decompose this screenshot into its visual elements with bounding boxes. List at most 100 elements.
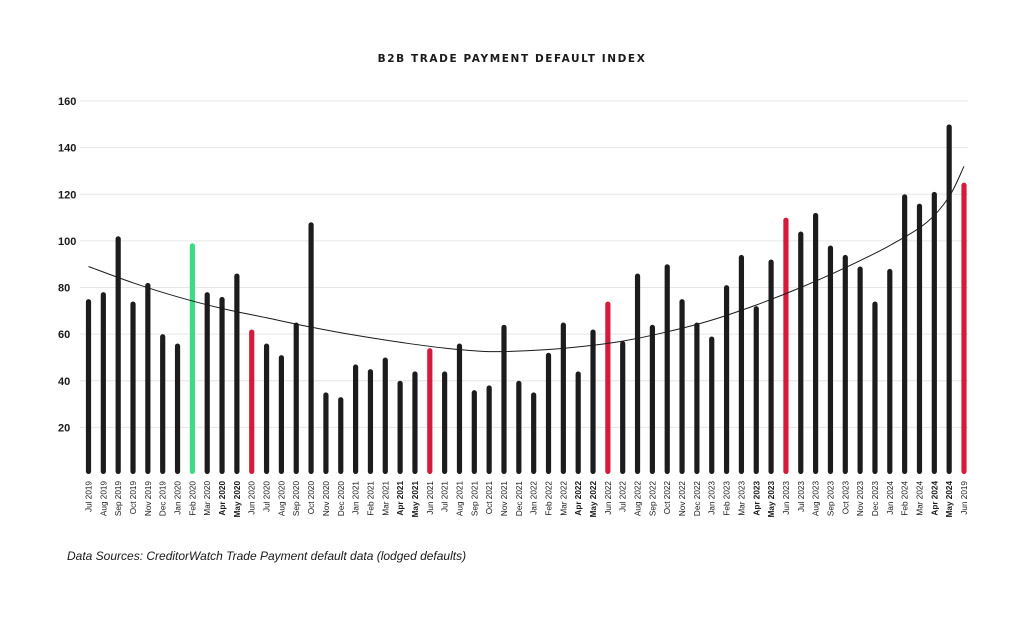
bar: [605, 301, 611, 474]
bar: [189, 243, 195, 474]
y-tick-label: 60: [58, 329, 70, 341]
bar: [753, 306, 759, 474]
bar: [249, 329, 255, 474]
bar: [902, 194, 908, 474]
bar: [946, 124, 952, 474]
x-tick-label: Jul 2022: [619, 481, 628, 512]
x-tick-label: Apr 2020: [218, 481, 227, 516]
x-tick-label: Jan 2024: [886, 481, 895, 515]
bar: [887, 268, 893, 474]
bar: [620, 341, 626, 474]
x-tick-label: Nov 2023: [856, 481, 865, 516]
x-tick-label: Jul 2021: [441, 481, 450, 512]
bar: [694, 322, 700, 474]
bar: [813, 212, 819, 474]
bar: [219, 296, 225, 474]
bar: [160, 334, 166, 474]
bar: [100, 292, 106, 474]
x-tick-label: Jul 2019: [85, 481, 94, 512]
bar: [516, 380, 522, 474]
x-tick-label: May 2022: [589, 481, 598, 518]
x-tick-label: Mar 2023: [737, 481, 746, 516]
bar: [115, 236, 121, 474]
bar: [738, 254, 745, 474]
x-tick-label: Apr 2022: [574, 481, 583, 516]
chart-title: B2B TRADE PAYMENT DEFAULT INDEX: [377, 53, 647, 65]
bar: [501, 324, 507, 474]
x-tick-label: Jan 2021: [352, 481, 361, 515]
x-tick-label: May 2020: [233, 481, 242, 518]
trend-line: [88, 166, 965, 353]
x-tick-label: May 2023: [767, 481, 776, 518]
x-tick-label: Jun 2020: [248, 481, 257, 515]
bar: [367, 369, 374, 474]
x-tick-label: Nov 2019: [144, 481, 153, 516]
x-tick-label: Dec 2021: [515, 481, 524, 516]
bar: [427, 348, 433, 474]
y-tick-label: 40: [58, 376, 70, 388]
bar: [709, 336, 715, 474]
bar: [560, 322, 566, 474]
x-tick-label: Dec 2019: [159, 481, 168, 516]
grid-lines: [80, 100, 968, 428]
bar: [649, 324, 655, 474]
x-tick-label: Apr 2021: [396, 481, 405, 516]
x-tick-label: Sep 2021: [470, 481, 479, 517]
bar: [471, 390, 477, 474]
x-tick-label: Feb 2020: [188, 481, 197, 516]
bar: [234, 273, 240, 474]
x-tick-label: Nov 2020: [322, 481, 331, 516]
bar: [872, 301, 878, 474]
bar: [575, 371, 581, 474]
x-tick-label: Jan 2020: [174, 481, 183, 515]
bar: [130, 301, 136, 474]
x-tick-label: Feb 2021: [366, 481, 375, 516]
x-tick-label: Jun 2023: [782, 481, 791, 515]
bars: [85, 124, 967, 474]
x-tick-label: Feb 2024: [901, 481, 910, 516]
y-tick-label: 20: [58, 422, 70, 434]
bar: [798, 231, 804, 474]
bar: [338, 397, 344, 474]
x-tick-label: Apr 2023: [752, 481, 761, 516]
x-tick-label: May 2024: [945, 481, 954, 518]
x-tick-label: Mar 2021: [381, 481, 390, 516]
bar: [308, 222, 314, 474]
x-tick-label: Apr 2024: [930, 481, 939, 516]
y-tick-label: 160: [58, 96, 76, 108]
bar: [353, 364, 359, 474]
trend-curve: [88, 166, 965, 353]
bar: [768, 259, 774, 474]
bar: [145, 282, 151, 474]
x-tick-label: Jul 2023: [797, 481, 806, 512]
x-tick-label: Oct 2020: [307, 481, 316, 515]
y-tick-label: 120: [58, 189, 76, 201]
x-tick-label: Sep 2019: [114, 481, 123, 517]
x-tick-label: Oct 2023: [841, 481, 850, 515]
bar: [263, 343, 270, 474]
bar: [531, 392, 537, 474]
bar: [382, 357, 388, 474]
x-tick-label: Sep 2023: [826, 481, 835, 517]
x-tick-label: Aug 2022: [634, 481, 643, 517]
x-tick-label: Sep 2022: [648, 481, 657, 517]
bar: [323, 392, 329, 474]
x-tick-label: Mar 2022: [559, 481, 568, 516]
x-tick-label: Feb 2023: [723, 481, 732, 516]
x-tick-label: Aug 2020: [277, 481, 286, 517]
bar: [961, 182, 967, 474]
x-axis-ticks: Jul 2019 Aug 2019 Sep 2019 Oct 2019 Nov 2019…: [85, 481, 970, 518]
x-tick-label: Aug 2019: [99, 481, 108, 517]
bar: [723, 285, 730, 474]
bar: [664, 264, 670, 474]
x-tick-label: Jul 2020: [263, 481, 272, 512]
x-tick-label: Oct 2021: [485, 481, 494, 515]
x-tick-label: May 2021: [411, 481, 420, 518]
bar: [590, 329, 596, 474]
x-tick-label: Sep 2020: [292, 481, 301, 517]
bar: [486, 385, 492, 474]
x-tick-label: Dec 2023: [871, 481, 880, 516]
y-tick-label: 100: [58, 236, 76, 248]
x-tick-label: Nov 2022: [678, 481, 687, 516]
